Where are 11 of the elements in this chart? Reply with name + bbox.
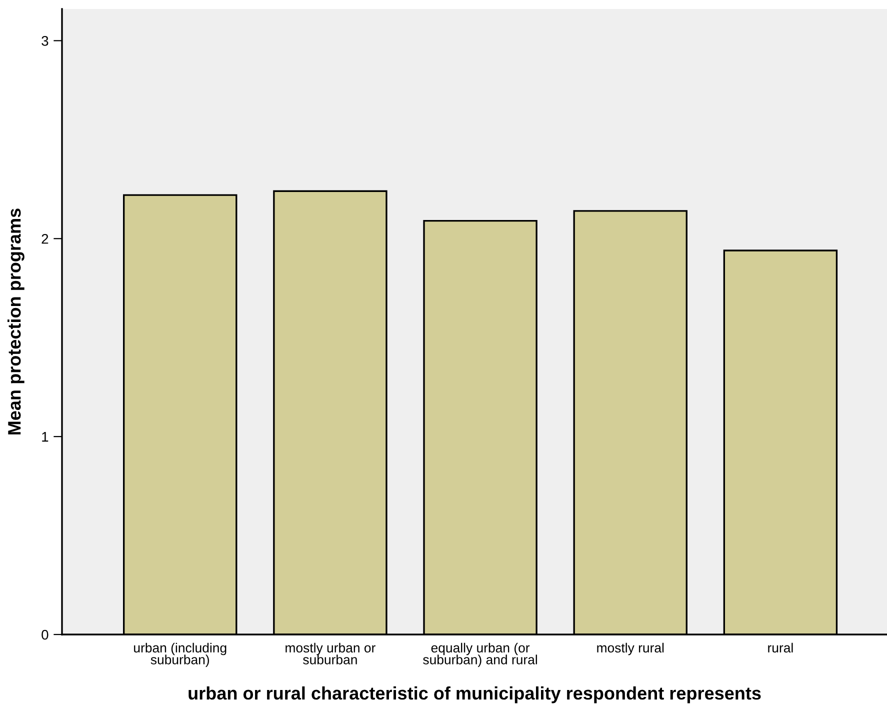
x-tick-label: equally urban (or suburban) and rural	[423, 642, 537, 667]
x-tick-label: urban (including suburban)	[134, 642, 226, 667]
y-tick-label: 0	[42, 630, 48, 640]
y-tick-label: 2	[42, 234, 48, 244]
y-tick-label: 3	[42, 36, 48, 46]
x-tick-label: mostly rural	[597, 642, 664, 656]
x-tick-label: rural	[768, 642, 793, 653]
y-tick-label: 1	[42, 432, 48, 442]
x-axis-title: urban or rural characteristic of municipality respondent represents	[188, 686, 761, 704]
x-tick-label: mostly urban or suburban	[286, 642, 376, 664]
y-axis-title: Mean protection programs	[8, 208, 24, 434]
